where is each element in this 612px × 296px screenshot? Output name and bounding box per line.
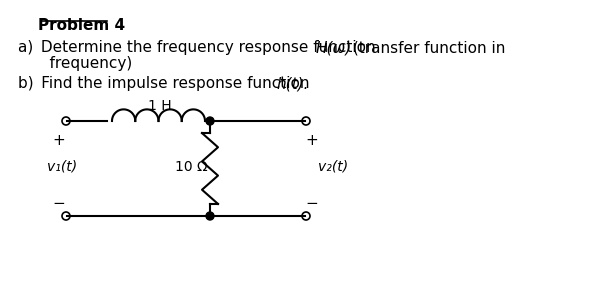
Text: v₂(t): v₂(t) [318, 160, 348, 173]
Text: (transfer function in: (transfer function in [348, 40, 506, 55]
Text: +: + [52, 133, 65, 148]
Text: 10 Ω: 10 Ω [175, 160, 207, 173]
Text: −: − [305, 196, 318, 211]
Text: H(ω): H(ω) [316, 40, 353, 55]
Text: +: + [305, 133, 318, 148]
Text: h(t).: h(t). [276, 76, 308, 91]
Text: frequency): frequency) [30, 56, 132, 71]
Circle shape [206, 117, 214, 125]
Text: b) Find the impulse response function: b) Find the impulse response function [18, 76, 315, 91]
Text: 1 H: 1 H [149, 99, 172, 113]
Circle shape [206, 212, 214, 220]
Text: v₁(t): v₁(t) [47, 160, 77, 173]
Text: Problem 4: Problem 4 [38, 18, 125, 33]
Text: a) Determine the frequency response function: a) Determine the frequency response func… [18, 40, 381, 55]
Text: −: − [52, 196, 65, 211]
